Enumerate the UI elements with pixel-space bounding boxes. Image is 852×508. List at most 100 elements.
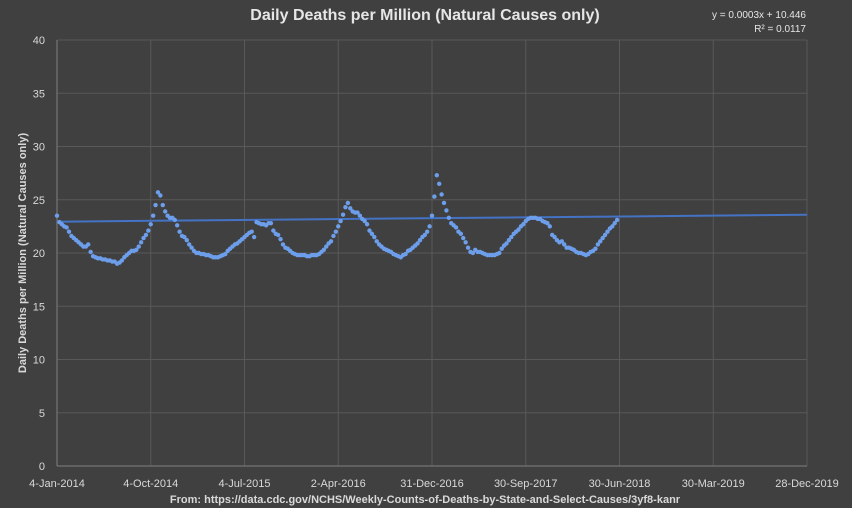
data-point bbox=[54, 213, 60, 218]
data-point bbox=[119, 258, 125, 263]
trendline-equation: y = 0.0003x + 10.446 bbox=[712, 10, 806, 21]
y-tick-label: 40 bbox=[33, 35, 45, 47]
data-point bbox=[268, 220, 274, 226]
data-point bbox=[331, 233, 336, 239]
data-point bbox=[424, 229, 430, 234]
data-point bbox=[187, 242, 192, 247]
data-point bbox=[324, 244, 329, 249]
data-point bbox=[506, 238, 512, 243]
data-point bbox=[463, 240, 468, 245]
data-point bbox=[444, 208, 449, 213]
data-point bbox=[275, 232, 281, 238]
data-point bbox=[138, 240, 144, 245]
data-point bbox=[497, 250, 502, 256]
data-point bbox=[343, 205, 348, 210]
data-point bbox=[614, 217, 620, 223]
x-tick-label: 30-Jun-2018 bbox=[589, 478, 651, 490]
data-point bbox=[160, 202, 165, 208]
data-point bbox=[174, 223, 180, 228]
source-note: From: https://data.cdc.gov/NCHS/Weekly-C… bbox=[170, 494, 681, 506]
y-axis-label: Daily Deaths per Million (Natural Causes… bbox=[17, 133, 29, 374]
data-point bbox=[509, 234, 514, 240]
data-point bbox=[403, 251, 408, 257]
data-point bbox=[429, 213, 435, 218]
data-point bbox=[355, 210, 360, 215]
data-point bbox=[278, 236, 283, 242]
data-point bbox=[223, 251, 228, 257]
data-point bbox=[595, 242, 601, 247]
data-point bbox=[364, 222, 370, 227]
data-point bbox=[559, 239, 565, 244]
data-point bbox=[372, 234, 377, 240]
data-point bbox=[172, 217, 177, 223]
data-point bbox=[422, 232, 427, 238]
data-point bbox=[348, 206, 353, 211]
y-tick-label: 0 bbox=[39, 461, 45, 473]
data-point bbox=[367, 228, 372, 233]
data-point bbox=[333, 229, 339, 234]
y-tick-label: 15 bbox=[33, 301, 45, 313]
x-tick-label: 4-Jan-2014 bbox=[29, 478, 85, 490]
data-point bbox=[427, 224, 432, 229]
data-point bbox=[439, 192, 444, 197]
data-point bbox=[340, 212, 346, 217]
data-point bbox=[338, 218, 343, 224]
data-point bbox=[357, 213, 363, 218]
x-tick-label: 28-Dec-2019 bbox=[775, 478, 839, 490]
data-point bbox=[465, 245, 471, 250]
y-tick-label: 25 bbox=[33, 195, 45, 207]
data-point bbox=[461, 235, 466, 241]
data-point bbox=[321, 247, 327, 252]
data-point bbox=[446, 215, 452, 221]
data-point bbox=[336, 224, 341, 229]
chart-title: Daily Deaths per Million (Natural Causes… bbox=[250, 7, 599, 24]
axes: 0 5 10 15 20 25 30 35 40 4-Jan-2014 4-Oct-2014 4-Ju… bbox=[29, 35, 839, 490]
data-point bbox=[593, 246, 598, 251]
data-point bbox=[182, 234, 187, 240]
data-point bbox=[249, 229, 254, 234]
data-point bbox=[345, 200, 351, 206]
data-point bbox=[280, 242, 286, 247]
data-point bbox=[271, 228, 276, 233]
y-tick-label: 5 bbox=[39, 408, 45, 420]
data-point bbox=[189, 245, 194, 250]
data-point bbox=[499, 246, 504, 251]
data-point bbox=[415, 241, 420, 246]
text-layer: Daily Deaths per Million (Natural Causes… bbox=[17, 7, 806, 506]
data-point bbox=[148, 222, 153, 227]
x-tick-label: 31-Dec-2016 bbox=[400, 478, 464, 490]
data-point bbox=[369, 231, 375, 237]
data-point bbox=[153, 202, 158, 208]
data-point bbox=[184, 238, 190, 243]
data-point bbox=[610, 224, 615, 229]
data-point bbox=[177, 229, 182, 234]
data-point bbox=[251, 234, 257, 240]
data-points bbox=[54, 173, 620, 266]
data-point bbox=[602, 232, 608, 238]
y-tick-label: 30 bbox=[33, 142, 45, 154]
data-point bbox=[516, 227, 521, 232]
data-point bbox=[141, 235, 146, 241]
data-point bbox=[552, 234, 557, 240]
x-tick-label: 4-Oct-2014 bbox=[123, 478, 178, 490]
data-point bbox=[612, 220, 617, 226]
data-point bbox=[562, 242, 567, 247]
data-point bbox=[417, 238, 423, 243]
data-point bbox=[432, 194, 437, 199]
data-point bbox=[458, 231, 464, 237]
data-point bbox=[150, 213, 156, 218]
data-point bbox=[86, 242, 91, 247]
y-tick-label: 35 bbox=[33, 88, 45, 100]
data-point bbox=[434, 173, 440, 178]
trendline-layer bbox=[56, 213, 808, 223]
data-point bbox=[155, 190, 161, 195]
y-tick-label: 10 bbox=[33, 355, 45, 367]
x-tick-label: 2-Apr-2016 bbox=[311, 478, 366, 490]
data-point bbox=[545, 220, 550, 226]
data-point bbox=[146, 228, 151, 233]
data-point bbox=[521, 222, 526, 227]
data-point bbox=[598, 239, 603, 244]
